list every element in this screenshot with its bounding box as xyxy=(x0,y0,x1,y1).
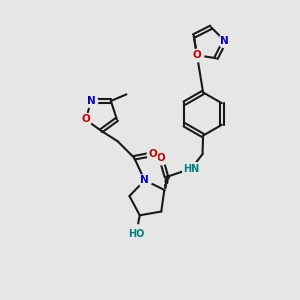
Text: O: O xyxy=(157,153,166,164)
Text: N: N xyxy=(220,36,229,46)
Text: N: N xyxy=(87,96,96,106)
Text: O: O xyxy=(81,114,90,124)
Text: N: N xyxy=(140,175,149,185)
Text: HO: HO xyxy=(128,229,144,239)
Text: HN: HN xyxy=(183,164,199,174)
Text: O: O xyxy=(148,149,157,159)
Text: O: O xyxy=(193,50,201,60)
